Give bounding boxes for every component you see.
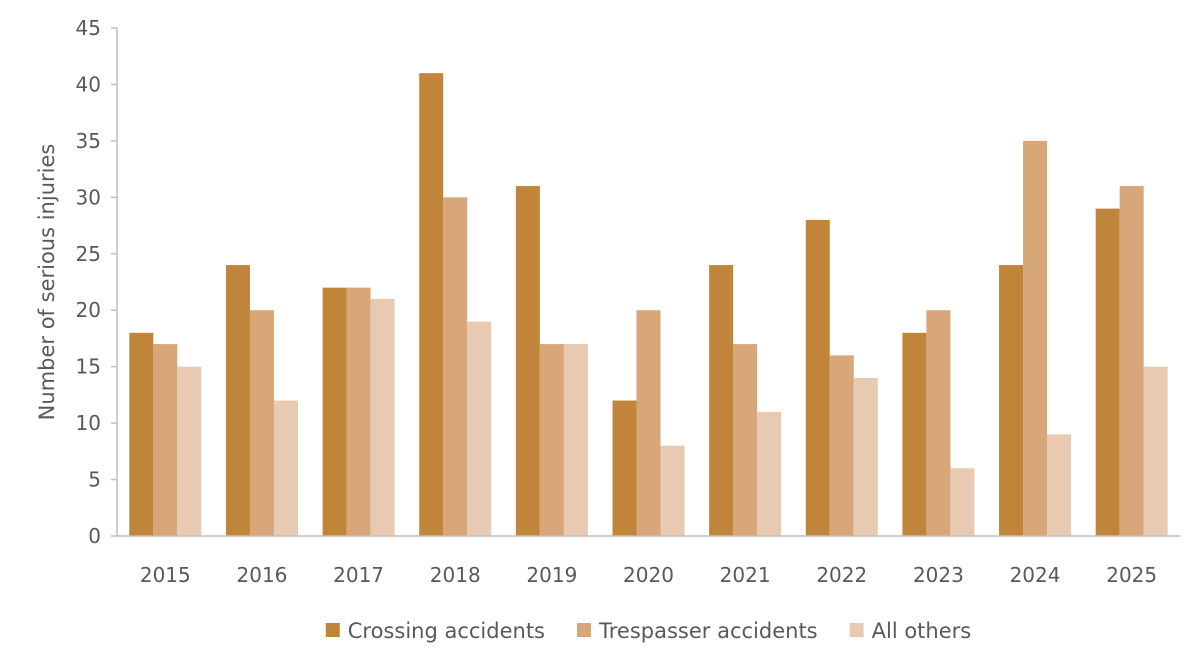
- bar: [709, 265, 734, 536]
- bar: [563, 344, 588, 536]
- x-axis-ticks: 2015 2016 2017 2018 2019 2020 2021 2022 2023 2024…: [140, 563, 1157, 587]
- legend-item: Trespasser accidents: [577, 619, 818, 643]
- bar: [829, 355, 854, 536]
- y-tick-label: 15: [76, 355, 101, 379]
- legend-item: All others: [849, 619, 972, 643]
- bar: [1023, 140, 1048, 536]
- bar: [322, 287, 347, 536]
- bar: [467, 321, 492, 536]
- legend-label: All others: [872, 619, 972, 643]
- y-tick-label: 25: [76, 242, 101, 266]
- x-tick-label: 2021: [720, 563, 771, 587]
- legend-label: Crossing accidents: [348, 619, 545, 643]
- bar: [249, 310, 274, 536]
- bar: [370, 298, 395, 536]
- x-tick-label: 2025: [1106, 563, 1157, 587]
- y-tick-label: 5: [88, 468, 101, 492]
- x-tick-label: 2017: [333, 563, 384, 587]
- x-tick-label: 2019: [526, 563, 577, 587]
- y-tick-label: 35: [76, 129, 101, 153]
- bar: [346, 287, 371, 536]
- y-tick-label: 30: [76, 185, 101, 209]
- bar: [926, 310, 951, 536]
- bar: [1047, 434, 1072, 536]
- bar: [419, 73, 444, 537]
- y-tick-label: 40: [76, 72, 101, 96]
- bar: [539, 344, 564, 536]
- bar: [1119, 186, 1144, 537]
- y-tick-label: 45: [76, 16, 101, 40]
- bar: [999, 265, 1024, 536]
- legend-item: Crossing accidents: [325, 619, 545, 643]
- bar: [902, 332, 927, 536]
- x-tick-label: 2016: [237, 563, 288, 587]
- legend-swatch: [325, 623, 340, 637]
- bar: [660, 445, 685, 536]
- bar: [612, 400, 637, 536]
- x-tick-label: 2018: [430, 563, 481, 587]
- bar: [1095, 208, 1120, 536]
- bar: [805, 219, 830, 536]
- legend-swatch: [849, 623, 864, 637]
- bars: [129, 73, 1168, 537]
- y-tick-label: 0: [88, 524, 101, 548]
- bar: [153, 344, 178, 536]
- bar: [950, 468, 975, 536]
- x-tick-label: 2023: [913, 563, 964, 587]
- x-tick-label: 2015: [140, 563, 191, 587]
- x-tick-label: 2024: [1010, 563, 1061, 587]
- bar: [225, 265, 250, 536]
- y-axis-ticks: 0 5 10 15 20 25 30 35 40 45: [76, 16, 117, 548]
- bar: [1143, 366, 1168, 536]
- x-tick-label: 2022: [816, 563, 867, 587]
- bar: [443, 197, 468, 537]
- y-tick-label: 10: [76, 411, 101, 435]
- bar: [273, 400, 298, 536]
- bar: [733, 344, 758, 536]
- bar: [515, 186, 540, 537]
- bar: [853, 377, 878, 536]
- x-tick-label: 2020: [623, 563, 674, 587]
- bar: [129, 332, 154, 536]
- y-tick-label: 20: [76, 298, 101, 322]
- bar: [636, 310, 661, 536]
- bar: [177, 366, 202, 536]
- y-axis-title: Number of serious injuries: [35, 144, 59, 421]
- bar: [757, 411, 782, 536]
- legend: Crossing accidents Trespasser accidents Al…: [325, 619, 972, 643]
- legend-label: Trespasser accidents: [598, 619, 818, 643]
- legend-swatch: [577, 623, 592, 637]
